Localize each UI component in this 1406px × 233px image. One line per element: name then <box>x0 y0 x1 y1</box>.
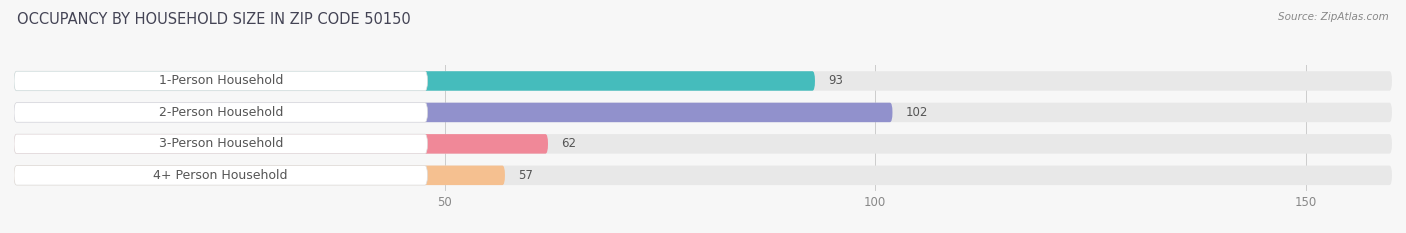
Text: 57: 57 <box>517 169 533 182</box>
FancyBboxPatch shape <box>14 166 427 185</box>
Text: 93: 93 <box>828 75 842 87</box>
FancyBboxPatch shape <box>14 103 893 122</box>
FancyBboxPatch shape <box>14 103 427 122</box>
Text: 1-Person Household: 1-Person Household <box>159 75 283 87</box>
FancyBboxPatch shape <box>14 166 505 185</box>
FancyBboxPatch shape <box>14 134 548 154</box>
Text: Source: ZipAtlas.com: Source: ZipAtlas.com <box>1278 12 1389 22</box>
FancyBboxPatch shape <box>14 71 1392 91</box>
Text: OCCUPANCY BY HOUSEHOLD SIZE IN ZIP CODE 50150: OCCUPANCY BY HOUSEHOLD SIZE IN ZIP CODE … <box>17 12 411 27</box>
FancyBboxPatch shape <box>14 134 1392 154</box>
Text: 2-Person Household: 2-Person Household <box>159 106 283 119</box>
FancyBboxPatch shape <box>14 134 427 154</box>
FancyBboxPatch shape <box>14 103 1392 122</box>
FancyBboxPatch shape <box>14 71 815 91</box>
Text: 102: 102 <box>905 106 928 119</box>
Text: 3-Person Household: 3-Person Household <box>159 137 283 150</box>
FancyBboxPatch shape <box>14 71 427 91</box>
Text: 4+ Person Household: 4+ Person Household <box>153 169 288 182</box>
FancyBboxPatch shape <box>14 166 1392 185</box>
Text: 62: 62 <box>561 137 576 150</box>
